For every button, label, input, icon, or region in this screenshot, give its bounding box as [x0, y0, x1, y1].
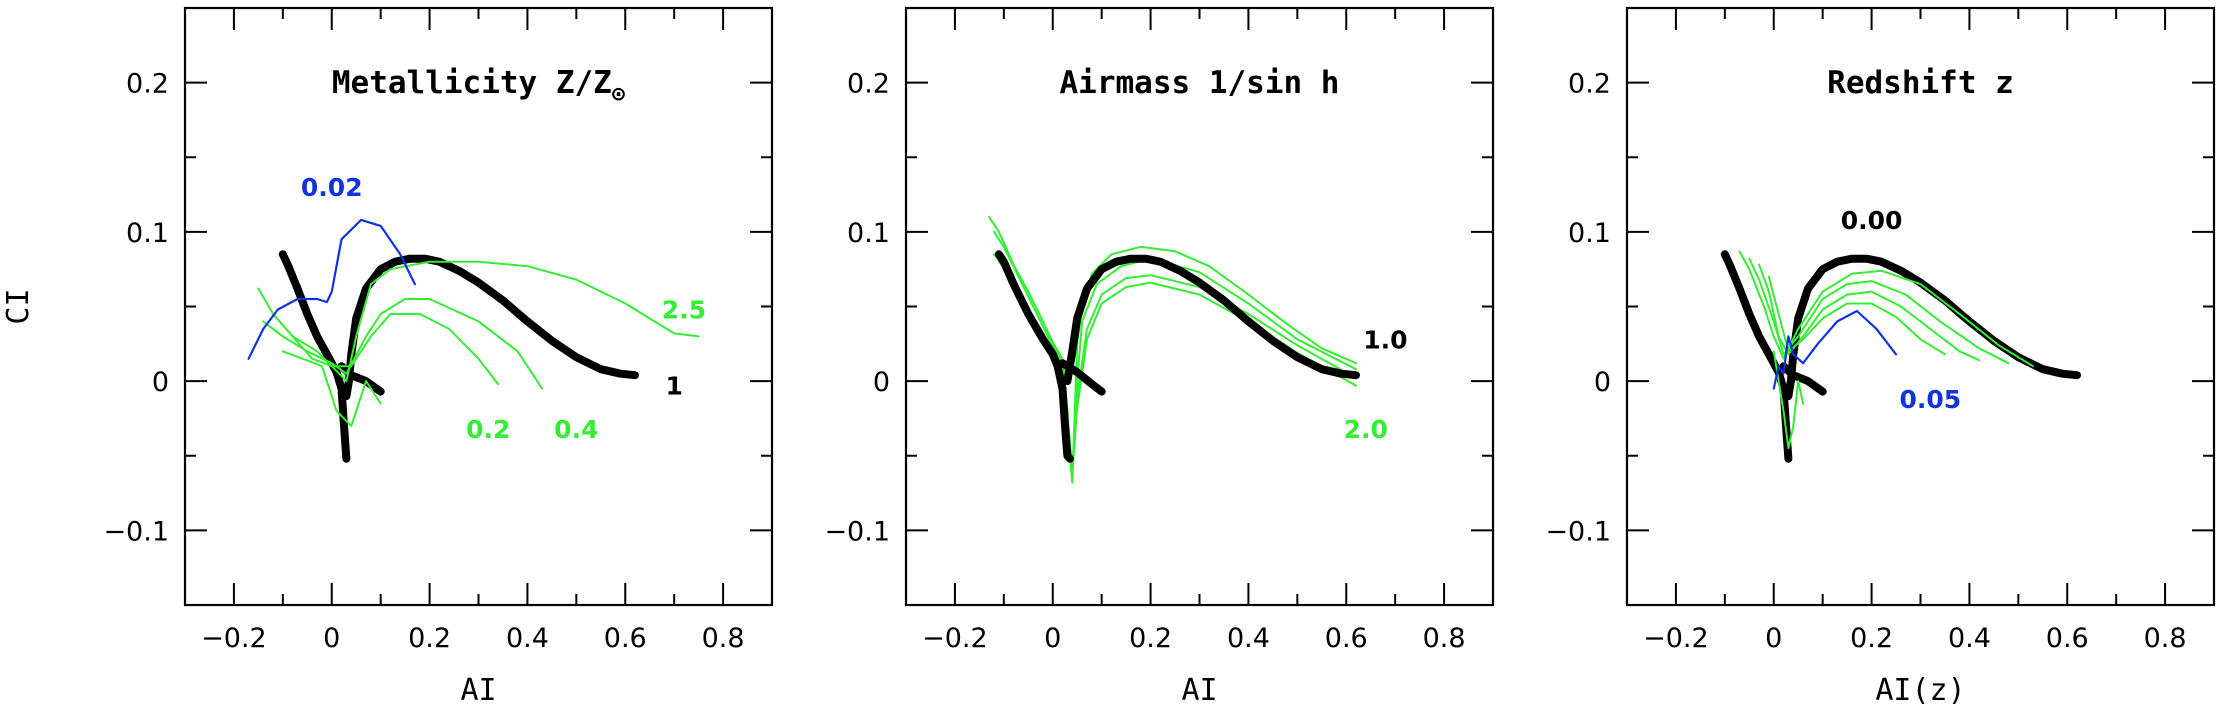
series-line-variant [262, 298, 544, 390]
y-tick-label: 0 [873, 367, 890, 398]
curve-label: 2.5 [662, 295, 706, 324]
x-tick-label: −0.2 [201, 623, 267, 654]
solar-symbol: ⊙ [612, 82, 625, 107]
x-tick-label: 0.6 [2046, 623, 2089, 654]
series-line-limit [247, 218, 416, 360]
curve-label: 0.00 [1841, 206, 1903, 235]
y-tick-label: −0.1 [103, 516, 169, 547]
x-tick-label: 0.2 [408, 623, 451, 654]
series-line-variant [1748, 257, 2010, 365]
y-tick-label: 0 [152, 367, 169, 398]
x-tick-label: 0.8 [1423, 623, 1466, 654]
y-tick-label: 0.1 [847, 218, 890, 249]
series-group [988, 215, 1360, 484]
panel-title: Redshift z [1827, 65, 2014, 101]
curve-label: 0.05 [1899, 385, 1961, 414]
curve-label: 0.02 [301, 173, 363, 202]
panel-title: Metallicity Z/Z⊙ [332, 65, 625, 107]
series-line-variant [281, 350, 382, 427]
x-tick-label: 0.6 [1325, 623, 1368, 654]
y-tick-label: 0.2 [1568, 69, 1611, 100]
chart-panel-3: −0.2 0 0.2 0.4 0.6 0.8 −0.1 0 0.1 0.2 AI(z) Redshif… [1545, 6, 2216, 708]
x-tick-label: 0.4 [506, 623, 549, 654]
series-line-main [1058, 359, 1106, 396]
series-line-main [337, 362, 385, 396]
series-group [1720, 250, 2081, 463]
x-axis-title: AI [460, 673, 496, 708]
series-line-variant [1767, 275, 1946, 356]
series-line-variant [997, 260, 1357, 475]
y-tick-label: −0.1 [1545, 516, 1611, 547]
x-tick-label: 0.2 [1129, 623, 1172, 654]
curve-label: 0.2 [466, 415, 510, 444]
y-tick-label: 0.1 [126, 218, 169, 249]
series-line-main [1720, 250, 1793, 463]
x-tick-label: 0 [323, 623, 340, 654]
series-line-variant [993, 230, 1357, 472]
x-tick-label: 0.4 [1227, 623, 1270, 654]
series-line-variant [272, 313, 500, 386]
x-tick-label: 0 [1044, 623, 1061, 654]
series-line-main [1779, 362, 1827, 396]
panel-title: Airmass 1/sin h [1060, 65, 1340, 101]
y-tick-label: 0.1 [1568, 218, 1611, 249]
x-tick-label: −0.2 [922, 623, 988, 654]
series-group [247, 218, 700, 463]
y-tick-label: 0.2 [126, 69, 169, 100]
series-line-variant [988, 215, 1357, 484]
chart-panel-1: −0.2 0 0.2 0.4 0.6 0.8 −0.1 0 0.1 0.2 AI CI Metallic… [1, 6, 774, 708]
series-line-variant [1772, 350, 1805, 450]
x-axis-title: AI(z) [1875, 673, 1965, 708]
x-tick-label: 0 [1765, 623, 1782, 654]
series-line-limit [1772, 309, 1898, 390]
y-axis-title: CI [1, 288, 36, 324]
y-tick-label: 0 [1594, 367, 1611, 398]
x-tick-label: 0.8 [2144, 623, 2187, 654]
series-line-main [994, 250, 1074, 463]
curve-label: 2.0 [1344, 415, 1388, 444]
series-line-variant [1738, 250, 2034, 368]
x-tick-label: 0.8 [702, 623, 745, 654]
x-tick-label: 0.2 [1850, 623, 1893, 654]
x-tick-label: 0.4 [1948, 623, 1991, 654]
curve-label: 1.0 [1363, 325, 1407, 354]
y-tick-label: −0.1 [824, 516, 890, 547]
curve-label: 0.4 [554, 415, 598, 444]
series-line-main [278, 250, 351, 463]
chart-panel-2: −0.2 0 0.2 0.4 0.6 0.8 −0.1 0 0.1 0.2 AI Airmass 1/… [824, 6, 1495, 708]
series-line-variant [1758, 263, 1981, 362]
series-line-main [1063, 254, 1360, 386]
x-tick-label: 0.6 [604, 623, 647, 654]
x-tick-label: −0.2 [1643, 623, 1709, 654]
curve-label: 1 [665, 372, 682, 401]
x-axis-title: AI [1181, 673, 1217, 708]
y-tick-label: 0.2 [847, 69, 890, 100]
